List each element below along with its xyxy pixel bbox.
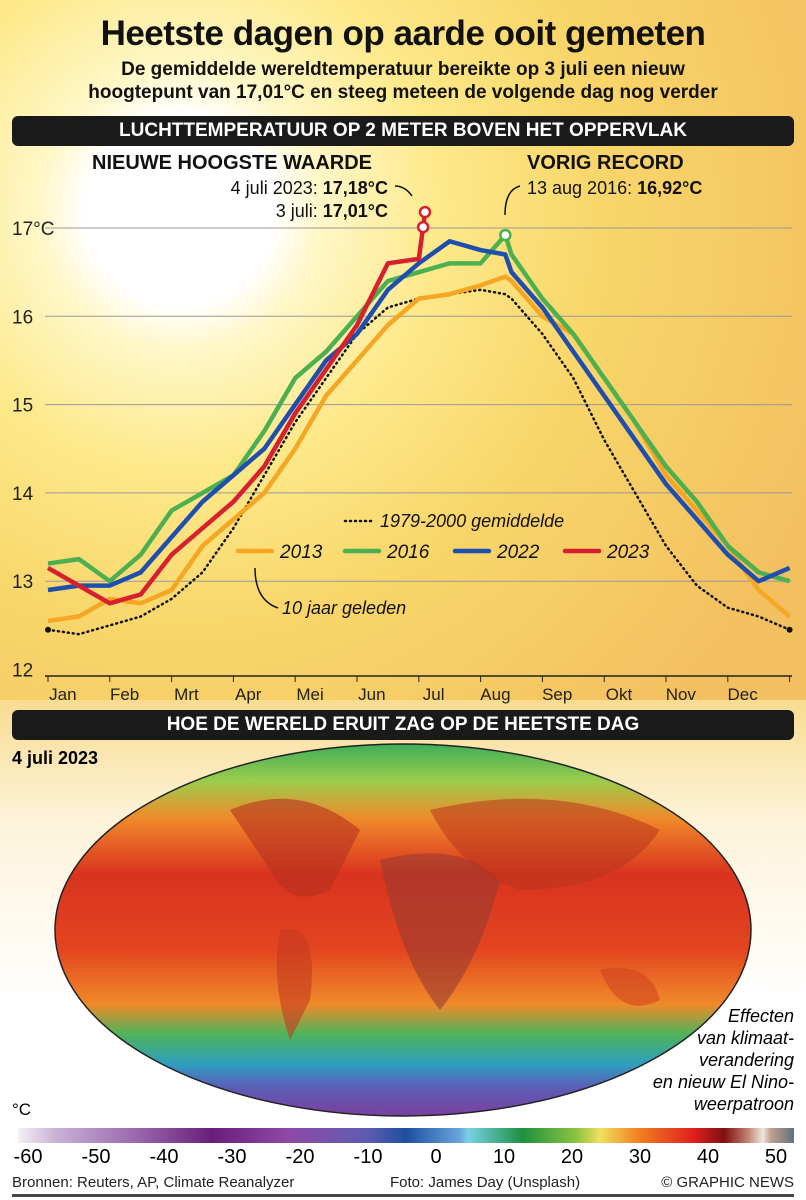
series-line-2013: [47, 274, 792, 624]
map-note: Effecten van klimaat-verandering en nieuw …: [653, 1005, 794, 1115]
arrow-new-high: [394, 185, 413, 197]
note-line: van klimaat-: [696, 1028, 794, 1048]
note-line: verandering: [698, 1050, 794, 1070]
y-tick-label: 15: [12, 396, 33, 417]
australia-land: [600, 968, 660, 1006]
footer-rule: [12, 1194, 794, 1197]
new-high-line2: 3 juli: 17,01°C: [276, 201, 388, 222]
x-tick-label: Nov: [666, 685, 697, 704]
series-line-2022: [47, 238, 791, 593]
colorbar-tick-label: -40: [149, 1146, 179, 1168]
label: 4 juli 2023:: [230, 178, 323, 198]
x-tick-label: Jan: [49, 685, 76, 704]
colorbar-tick-label: 50: [764, 1146, 788, 1168]
prev-record-line: 13 aug 2016: 16,92°C: [527, 178, 702, 199]
legend-label-2016: 2016: [386, 542, 430, 563]
colorbar-tick-label: 20: [560, 1146, 584, 1168]
y-tick-label: 13: [12, 572, 33, 593]
temperature-line-chart: 12 13 14 15 16 17°C Jan Feb Mrt Apr Mei Jun Jul Aug Se…: [12, 185, 793, 704]
colorbar-tick-label: -20: [285, 1146, 315, 1168]
series-line-2023: [46, 211, 428, 606]
prev-record-title: VORIG RECORD: [527, 152, 684, 174]
x-tick-label: Okt: [606, 685, 633, 704]
x-tick-label: Mei: [296, 685, 323, 704]
x-tick-label: Aug: [480, 685, 510, 704]
label: 3 juli:: [275, 201, 323, 221]
annotation-ten-years: 10 jaar geleden: [282, 598, 406, 618]
south-america-land: [276, 928, 312, 1040]
section-header-chart: LUCHTTEMPERATUUR OP 2 METER BOVEN HET OP…: [12, 116, 794, 146]
record-marker-2023: [418, 205, 432, 219]
photo-credit: Foto: James Day (Unsplash): [390, 1174, 581, 1191]
note-line: Effecten: [727, 1006, 794, 1026]
north-america-land: [230, 798, 360, 897]
map-date: 4 juli 2023: [12, 748, 99, 768]
x-tick-label: Jun: [358, 685, 385, 704]
colorbar-tick-label: -30: [217, 1146, 247, 1168]
x-tick-label: Dec: [728, 685, 759, 704]
arrow-ten-years: [254, 567, 279, 609]
value: 17,18°C: [322, 178, 388, 198]
new-high-line1: 4 juli 2023: 17,18°C: [231, 178, 388, 199]
avg-end-dot: [786, 626, 793, 633]
colorbar-tick-label: -50: [81, 1146, 111, 1168]
africa-land: [380, 853, 500, 1010]
x-tick-label: Apr: [235, 685, 262, 704]
subtitle: De gemiddelde wereldtemperatuur bereikte…: [0, 58, 806, 104]
eurasia-land: [430, 798, 660, 890]
label: 13 aug 2016:: [527, 178, 638, 198]
copyright: © GRAPHIC NEWS: [661, 1174, 794, 1191]
legend-label-2022: 2022: [496, 542, 540, 563]
subtitle-line2: hoogtepunt van 17,01°C en steeg meteen d…: [88, 82, 718, 103]
subtitle-line1: De gemiddelde wereldtemperatuur bereikte…: [121, 59, 685, 80]
note-line: weerpatroon: [693, 1094, 794, 1114]
colorbar-tick-label: 0: [430, 1146, 442, 1168]
colorbar-tick-label: 30: [628, 1146, 652, 1168]
series-line-1979-2000 gemiddelde: [46, 288, 791, 636]
new-high-title: NIEUWE HOOGSTE WAARDE: [92, 152, 373, 174]
colorbar-tick-label: 40: [696, 1146, 720, 1168]
arrow-prev-record: [504, 185, 521, 216]
legend-label-2023: 2023: [606, 542, 650, 563]
legend-label-2013: 2013: [279, 542, 323, 563]
colorbar-tick-label: -60: [13, 1146, 43, 1168]
record-marker-2023: [416, 220, 430, 234]
value: 17,01°C: [322, 201, 388, 221]
legend-label-average: 1979-2000 gemiddelde: [380, 511, 564, 531]
y-tick-label: 17°C: [12, 219, 54, 240]
x-tick-label: Feb: [110, 685, 139, 704]
colorbar: [18, 1128, 794, 1143]
x-tick-label: Sep: [542, 685, 572, 704]
colorbar-unit: °C: [12, 1100, 32, 1119]
y-tick-label: 12: [12, 661, 33, 682]
world-temperature-map: [54, 743, 752, 1117]
x-tick-label: Jul: [423, 685, 445, 704]
value: 16,92°C: [637, 178, 703, 198]
section-header-map: HOE DE WERELD ERUIT ZAG OP DE HEETSTE DA…: [12, 710, 794, 740]
y-tick-label: 14: [12, 484, 34, 505]
colorbar-tick-label: -10: [353, 1146, 383, 1168]
x-tick-label: Mrt: [174, 685, 199, 704]
note-line: en nieuw El Nino-: [652, 1072, 794, 1092]
avg-start-dot: [45, 626, 51, 633]
y-tick-label: 16: [12, 307, 33, 328]
colorbar-tick-label: 10: [492, 1146, 516, 1168]
page-title: Heetste dagen op aarde ooit gemeten: [100, 14, 706, 53]
sources: Bronnen: Reuters, AP, Climate Reanalyzer: [12, 1174, 295, 1191]
record-marker-2016: [499, 228, 512, 242]
series-line-2016: [47, 232, 791, 584]
